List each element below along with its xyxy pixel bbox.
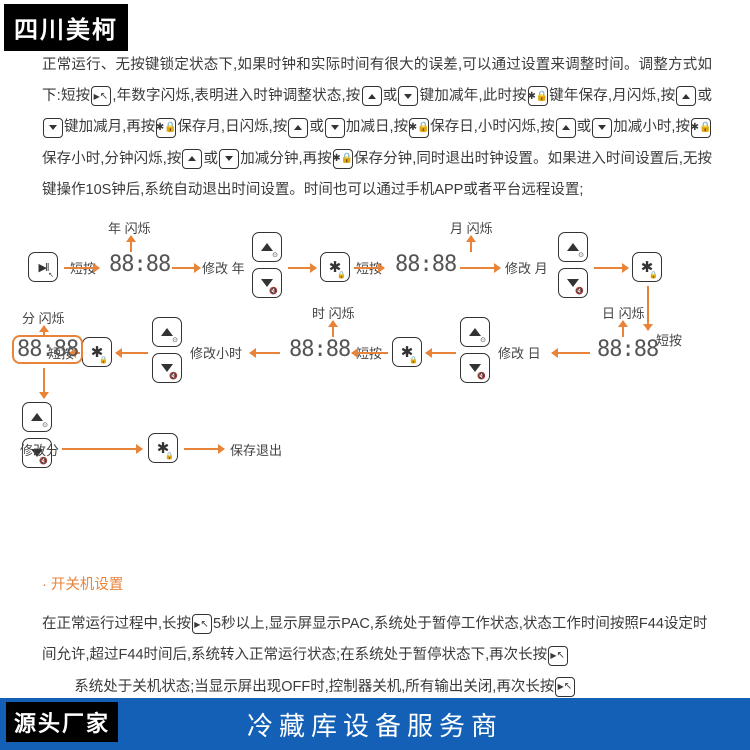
p1-t2: ,年数字闪烁,表明进入时钟调整状态,按 (112, 88, 360, 104)
p1-t7: 键加减月,再按 (64, 119, 155, 135)
p1-t13: 加减小时,按 (613, 119, 690, 135)
arrow (460, 267, 500, 269)
arrow (116, 352, 148, 354)
arrow (470, 236, 472, 252)
play-button: ↖ (28, 252, 58, 282)
label-save-exit: 保存退出 (230, 440, 282, 459)
label-mod-hour: 修改小时 (190, 343, 242, 362)
down-icon (398, 86, 418, 106)
up-icon (182, 149, 202, 169)
p1-t9: 或 (309, 119, 324, 135)
p1-t16: 加减分钟,再按 (240, 151, 332, 167)
seg-display: 88:88 (390, 250, 461, 279)
s2-t1: 在正常运行过程中,长按 (42, 616, 191, 632)
up-icon (288, 118, 308, 138)
gear-button: 🔒 (148, 433, 178, 463)
play-icon: ↖ (555, 677, 575, 697)
up-icon (676, 86, 696, 106)
down-button: 🔇 (252, 268, 282, 298)
arrow (594, 267, 628, 269)
down-button: 🔇 (152, 353, 182, 383)
section-power: 开关机设置 在正常运行过程中,长按↖5秒以上,显示屏显示PAC,系统处于暂停工作… (42, 570, 712, 703)
s2-t3: 系统处于关机状态;当显示屏出现OFF时,控制器关机,所有输出关闭,再次长按 (74, 679, 554, 695)
down-icon (592, 118, 612, 138)
gear-icon: 🔒 (691, 118, 711, 138)
gear-icon: 🔒 (333, 149, 353, 169)
p1-t6: 或 (697, 88, 712, 104)
arrow (184, 448, 224, 450)
gear-icon: 🔒 (409, 118, 429, 138)
seg-display: 88:88 (284, 335, 355, 364)
up-button: ⊙ (152, 317, 182, 347)
p1-t15: 或 (203, 151, 218, 167)
section-heading: 开关机设置 (42, 570, 712, 601)
p1-t8: 保存月,日闪烁,按 (177, 119, 287, 135)
up-button: ⊙ (558, 232, 588, 262)
seg-display-active: 88:88 (12, 335, 83, 364)
arrow (250, 352, 280, 354)
arrow (426, 352, 456, 354)
arrow (43, 368, 45, 398)
updown-buttons: ⊙ 🔇 (460, 317, 490, 383)
updown-buttons: ⊙ 🔇 (152, 317, 182, 383)
up-button: ⊙ (22, 402, 52, 432)
arrow (288, 267, 316, 269)
down-button: 🔇 (558, 268, 588, 298)
brand-logo: 四川美柯 (4, 4, 128, 51)
p1-t11: 保存日,小时闪烁,按 (430, 119, 554, 135)
play-icon: ↖ (192, 614, 212, 634)
seg-display: 88:88 (592, 335, 663, 364)
arrow (64, 267, 99, 269)
up-button: ⊙ (460, 317, 490, 347)
down-button: 🔇 (460, 353, 490, 383)
down-icon (325, 118, 345, 138)
gear-button: 🔒 (82, 337, 112, 367)
up-button: ⊙ (252, 232, 282, 262)
arrow (354, 267, 384, 269)
updown-buttons: ⊙ 🔇 (558, 232, 588, 298)
p1-t3: 或 (383, 88, 398, 104)
p1-t5: 键年保存,月闪烁,按 (549, 88, 675, 104)
down-icon (43, 118, 63, 138)
label-mod-min: 修改分 (20, 440, 59, 459)
gear-icon: 🔒 (528, 86, 548, 106)
arrow (172, 267, 200, 269)
arrow (552, 352, 590, 354)
section-body: 在正常运行过程中,长按↖5秒以上,显示屏显示PAC,系统处于暂停工作状态,状态工… (42, 609, 712, 703)
down-icon (219, 149, 239, 169)
flow-diagram: ↖ 短按 年 闪烁 88:88 修改 年 ⊙ 🔇 🔒 短按 月 闪烁 88:88… (0, 200, 750, 490)
gear-button: 🔒 (392, 337, 422, 367)
label-mod-month: 修改 月 (505, 258, 548, 277)
p1-t12: 或 (577, 119, 592, 135)
play-icon: ↖ (91, 86, 111, 106)
gear-icon: 🔒 (156, 118, 176, 138)
p1-t14: 保存小时,分钟闪烁,按 (42, 151, 181, 167)
play-icon: ↖ (548, 646, 568, 666)
gear-button: 🔒 (632, 252, 662, 282)
up-icon (556, 118, 576, 138)
paragraph-clock-setting: 正常运行、无按键锁定状态下,如果时钟和实际时间有很大的误差,可以通过设置来调整时… (42, 50, 712, 206)
updown-buttons: ⊙ 🔇 (252, 232, 282, 298)
label-mod-day: 修改 日 (498, 343, 541, 362)
gear-button: 🔒 (320, 252, 350, 282)
label-mod-year: 修改 年 (202, 258, 245, 277)
p1-t4: 键加减年,此时按 (419, 88, 526, 104)
arrow (62, 448, 142, 450)
source-tag: 源头厂家 (6, 702, 118, 742)
arrow (352, 352, 388, 354)
seg-display: 88:88 (104, 250, 175, 279)
arrow (647, 286, 649, 330)
p1-t10: 加减日,按 (346, 119, 408, 135)
up-icon (362, 86, 382, 106)
